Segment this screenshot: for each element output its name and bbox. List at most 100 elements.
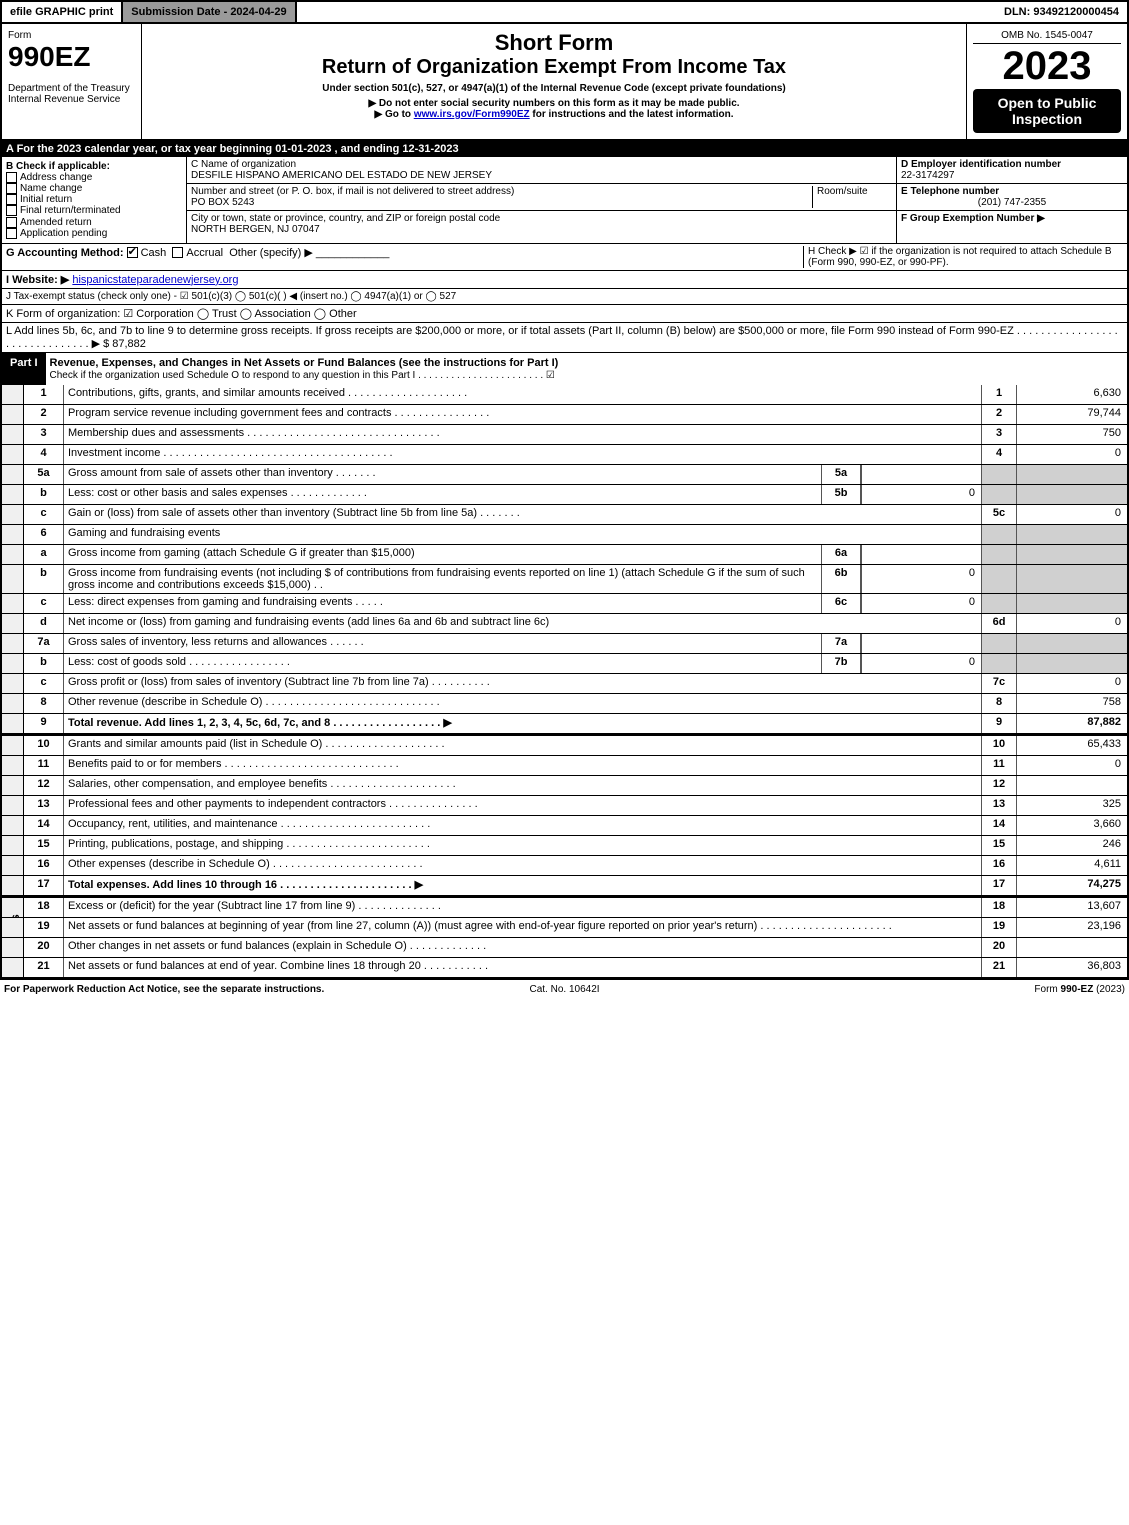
return-title: Return of Organization Exempt From Incom… [148,56,960,79]
phone-value: (201) 747-2355 [901,197,1123,208]
cb-accrual[interactable] [172,247,183,258]
c-city-block: City or town, state or province, country… [187,211,896,237]
line-number: c [24,505,64,524]
street-value: PO BOX 5243 [191,197,254,208]
line-description: Gaming and fundraising events [64,525,981,544]
section-gutter [2,674,24,693]
section-gutter [2,654,24,673]
sub-line-number: 7a [821,634,861,653]
amount-value: 74,275 [1017,876,1127,895]
section-gutter [2,776,24,795]
cb-name-change[interactable]: Name change [6,183,182,194]
amount-value: 246 [1017,836,1127,855]
amount-line-number [981,565,1017,593]
line-number: 15 [24,836,64,855]
line-number: 10 [24,736,64,755]
line-row: aGross income from gaming (attach Schedu… [2,545,1127,565]
line-number: 3 [24,425,64,444]
section-gutter [2,714,24,733]
j-row: J Tax-exempt status (check only one) - ☑… [2,289,1127,305]
section-gutter [2,836,24,855]
form-word: Form [8,30,135,41]
sub-line-number: 6b [821,565,861,593]
room-label: Room/suite [812,186,892,208]
amount-line-number: 4 [981,445,1017,464]
note-link: ▶ Go to www.irs.gov/Form990EZ for instru… [148,109,960,120]
amount-line-number: 1 [981,385,1017,404]
line-number: 20 [24,938,64,957]
d-column: D Employer identification number 22-3174… [897,157,1127,243]
line-number: 11 [24,756,64,775]
sub-line-number: 6c [821,594,861,613]
amount-line-number: 11 [981,756,1017,775]
accrual-label: Accrual [186,247,223,259]
line-row: 13Professional fees and other payments t… [2,796,1127,816]
amount-line-number: 12 [981,776,1017,795]
amount-value: 0 [1017,756,1127,775]
amount-line-number: 20 [981,938,1017,957]
sub-line-value: 0 [861,565,981,593]
omb-number: OMB No. 1545-0047 [973,30,1121,44]
amount-value: 3,660 [1017,816,1127,835]
line-description: Program service revenue including govern… [64,405,981,424]
cb-cash[interactable] [127,247,138,258]
amount-line-number: 19 [981,918,1017,937]
line-number: b [24,485,64,504]
d-block: D Employer identification number 22-3174… [897,157,1127,184]
amount-value: 758 [1017,694,1127,713]
tax-year: 2023 [973,44,1121,89]
line-row: 11Benefits paid to or for members . . . … [2,756,1127,776]
section-gutter [2,796,24,815]
info-block: A For the 2023 calendar year, or tax yea… [0,141,1129,385]
amount-line-number: 17 [981,876,1017,895]
amount-line-number: 8 [981,694,1017,713]
cb-amended[interactable]: Amended return [6,217,182,228]
cb-label: Name change [20,183,82,194]
section-gutter [2,918,24,937]
org-name: DESFILE HISPANO AMERICANO DEL ESTADO DE … [191,170,492,181]
line-row: 21Net assets or fund balances at end of … [2,958,1127,978]
line-number: 19 [24,918,64,937]
amount-line-number [981,634,1017,653]
cb-initial-return[interactable]: Initial return [6,194,182,205]
line-description: Gross profit or (loss) from sales of inv… [64,674,981,693]
line-row: 4Investment income . . . . . . . . . . .… [2,445,1127,465]
section-gutter [2,816,24,835]
amount-value: 23,196 [1017,918,1127,937]
line-row: Revenue1Contributions, gifts, grants, an… [2,385,1127,405]
cb-label: Application pending [20,228,107,239]
g-block: G Accounting Method: Cash Accrual Other … [6,246,803,268]
section-gutter: Revenue [2,385,24,404]
amount-line-number [981,654,1017,673]
line-description: Gain or (loss) from sale of assets other… [64,505,981,524]
cb-pending[interactable]: Application pending [6,228,182,239]
irs-link[interactable]: www.irs.gov/Form990EZ [414,109,530,120]
e-block: E Telephone number (201) 747-2355 [897,184,1127,211]
section-gutter [2,756,24,775]
top-bar: efile GRAPHIC print Submission Date - 20… [0,0,1129,24]
sub-line-value: 0 [861,594,981,613]
line-description: Less: cost of goods sold . . . . . . . .… [64,654,821,673]
b-heading: B Check if applicable: [6,161,182,172]
amount-value [1017,654,1127,673]
cb-address-change[interactable]: Address change [6,172,182,183]
amount-value [1017,938,1127,957]
cb-label: Initial return [20,194,72,205]
cb-final-return[interactable]: Final return/terminated [6,205,182,216]
line-description: Other changes in net assets or fund bala… [64,938,981,957]
section-gutter [2,445,24,464]
amount-line-number: 16 [981,856,1017,875]
section-gutter: Expenses [2,736,24,755]
header-right: OMB No. 1545-0047 2023 Open to Public In… [967,24,1127,139]
line-description: Less: direct expenses from gaming and fu… [64,594,821,613]
line-number: 1 [24,385,64,404]
line-description: Total expenses. Add lines 10 through 16 … [64,876,981,895]
amount-value: 0 [1017,614,1127,633]
section-gutter [2,525,24,544]
section-gutter [2,485,24,504]
website-link[interactable]: hispanicstateparadenewjersey.org [72,274,238,286]
line-number: b [24,654,64,673]
subtitle: Under section 501(c), 527, or 4947(a)(1)… [148,83,960,94]
g-label: G Accounting Method: [6,247,124,259]
line-description: Net assets or fund balances at beginning… [64,918,981,937]
